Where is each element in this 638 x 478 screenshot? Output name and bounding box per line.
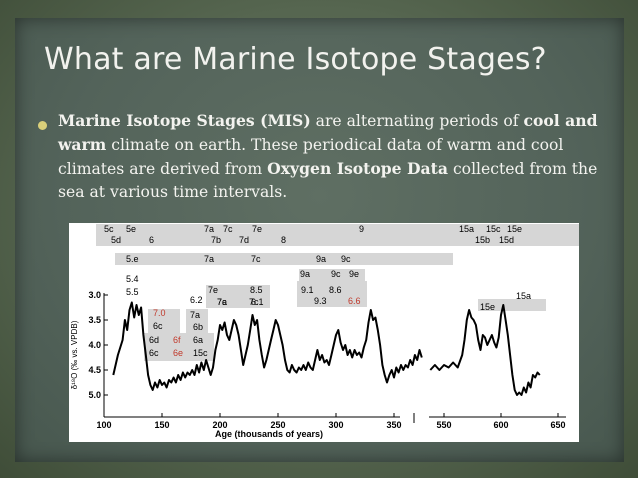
y-ticks: 3.0 3.5 4.0 4.5 5.0 [88, 290, 108, 400]
stage-label-inner: 6c [149, 348, 159, 358]
stage-label-inner: 5.e [126, 254, 139, 264]
inner-label-band-1 [115, 253, 453, 265]
stage-label-top: 7b [211, 235, 221, 245]
inner-label-band-3 [206, 285, 270, 308]
stage-label-inner: 9e [349, 269, 359, 279]
bullet-span-4: climate on earth. These periodical data … [58, 136, 564, 178]
stage-label-inner: 9a [300, 269, 310, 279]
bullet-dot-icon [38, 121, 47, 130]
stage-label-top: 15b [475, 235, 490, 245]
top-label-band-right [441, 224, 579, 246]
stage-label-inner: 7c [251, 254, 261, 264]
bullet-term: Marine Isotope Stages (MIS) [58, 111, 311, 130]
stage-label-inner: 5.4 [126, 274, 139, 284]
stage-label-top: 8 [281, 235, 286, 245]
x-tick-label: 650 [550, 420, 565, 430]
stage-label-inner: 15e [480, 302, 495, 312]
inner-label-band-4 [297, 281, 367, 307]
stage-label-inner: 9c [331, 269, 341, 279]
y-tick-label: 3.5 [88, 315, 101, 325]
isotope-chart: 3.0 3.5 4.0 4.5 5.0 100 150 200 250 300 350 550 600… [69, 223, 579, 442]
x-tick-label: 250 [270, 420, 285, 430]
stage-label-top: 5e [126, 224, 136, 234]
stage-label-top: 7a [204, 224, 214, 234]
stage-label-inner: 7c [217, 297, 227, 307]
chart-svg: 3.0 3.5 4.0 4.5 5.0 100 150 200 250 300 350 550 600… [70, 224, 579, 439]
stage-label-inner: 6b [193, 322, 203, 332]
series-group [112, 301, 541, 396]
bullet-text: Marine Isotope Stages (MIS) are alternat… [58, 109, 598, 204]
stage-label-inner: 7.0 [153, 308, 166, 318]
stage-label-top: 15d [499, 235, 514, 245]
stage-label-top: 15c [486, 224, 501, 234]
y-tick-label: 4.5 [88, 365, 101, 375]
stage-label-inner: 7e [208, 285, 218, 295]
stage-label-top: 7d [239, 235, 249, 245]
stage-label-top: 7c [223, 224, 233, 234]
stage-label-top: 5d [111, 235, 121, 245]
stage-label-inner: 6c [153, 321, 163, 331]
stage-label-top: 15a [459, 224, 474, 234]
stage-label-inner: 9.1 [301, 285, 314, 295]
series-line-left [112, 301, 423, 391]
stage-label-inner: 7a [190, 310, 200, 320]
y-axis-label: δ¹⁸O (‰ vs. VPDB) [70, 320, 79, 389]
stage-label-inner: 15c [193, 348, 208, 358]
stage-label-inner: 6a [193, 335, 203, 345]
stage-label-inner: 9a [316, 254, 326, 264]
y-tick-label: 5.0 [88, 390, 101, 400]
stage-label-inner: 6.6 [348, 296, 361, 306]
inner-label-band-8 [478, 299, 546, 311]
inner-label-band-2 [299, 269, 365, 281]
x-tick-label: 600 [493, 420, 508, 430]
stage-label-inner: 8.5 [250, 285, 263, 295]
x-tick-label: 550 [436, 420, 451, 430]
stage-label-top: 6 [149, 235, 154, 245]
x-axis-label: Age (thousands of years) [215, 429, 323, 439]
bullet-span-2: are alternating periods of [310, 112, 524, 130]
stage-label-top: 9 [359, 224, 364, 234]
bullet-emphasis-2: Oxygen Isotope Data [267, 159, 448, 178]
stage-label-inner: 15a [516, 291, 531, 301]
x-tick-label: 150 [154, 420, 169, 430]
inner-label-band-7 [144, 333, 214, 361]
stage-label-inner: 6e [173, 348, 183, 358]
stage-label-inner: 9c [341, 254, 351, 264]
series-line-right [429, 304, 541, 396]
stage-label-inner: 5.5 [126, 287, 139, 297]
stage-label-inner: 6f [173, 335, 181, 345]
bullet-emphasis: cool and warm [58, 111, 598, 154]
x-ticks: 100 150 200 250 300 350 550 600 650 [96, 413, 566, 430]
stage-label-inner: 7a [204, 254, 214, 264]
stage-label-top: 15e [507, 224, 522, 234]
stage-label-inner: 8.6 [329, 285, 342, 295]
stage-label-inner: 9.3 [314, 296, 327, 306]
bullet-span-6: collected from the sea at various time i… [58, 160, 598, 201]
x-tick-label: 300 [328, 420, 343, 430]
top-label-band-left [96, 224, 442, 246]
stage-label-inner: 6d [149, 335, 159, 345]
stage-label-top: 7e [252, 224, 262, 234]
y-tick-label: 4.0 [88, 340, 101, 350]
stage-label-top: 5c [104, 224, 114, 234]
x-tick-label: 100 [96, 420, 111, 430]
slide-title: What are Marine Isotope Stages? [44, 42, 547, 77]
stage-label-inner: 7c [249, 297, 259, 307]
stage-label-inner: 6.1 [251, 297, 264, 307]
x-tick-label: 200 [212, 420, 227, 430]
stage-label-inner: 7a [217, 297, 227, 307]
y-tick-label: 3.0 [88, 290, 101, 300]
stage-label-inner: 6.2 [190, 295, 203, 305]
x-tick-label: 350 [386, 420, 401, 430]
